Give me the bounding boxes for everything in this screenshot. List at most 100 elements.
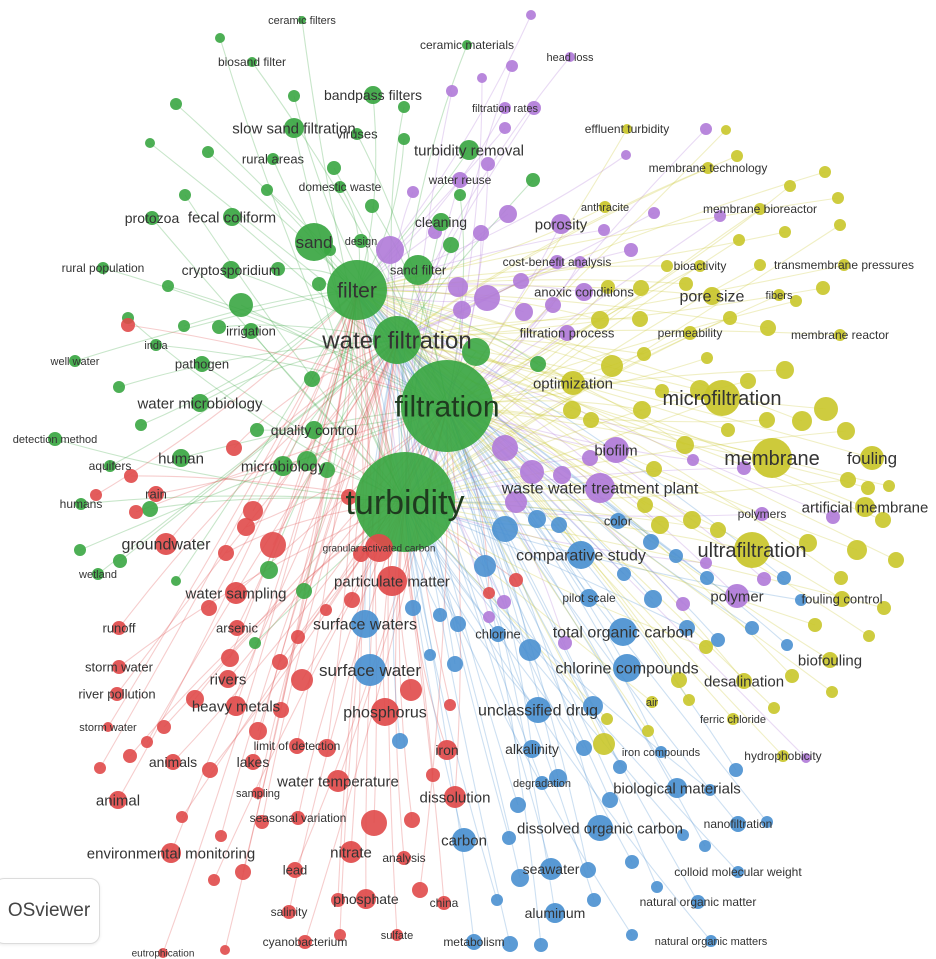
label-cost-benefit-analysis[interactable]: cost-benefit analysis [503,255,612,269]
purple-cluster-node[interactable] [737,461,751,475]
label-arsenic[interactable]: arsenic [216,621,258,636]
label-effluent-turbidity[interactable]: effluent turbidity [585,122,670,136]
label-ultrafiltration[interactable]: ultrafiltration [698,540,807,562]
node-limit-of-detection[interactable] [289,738,305,754]
label-membrane-technology[interactable]: membrane technology [649,161,768,175]
blue-cluster-node[interactable] [711,633,725,647]
node-india[interactable] [150,339,162,351]
label-unclassified-drug[interactable]: unclassified drug [478,703,598,720]
node-filtration-rates[interactable] [499,102,511,114]
label-eutrophication[interactable]: eutrophication [132,949,195,959]
label-dissolved-organic-carbon[interactable]: dissolved organic carbon [517,820,683,837]
yellow-cluster-node[interactable] [799,534,817,552]
green-cluster-node[interactable] [215,33,225,43]
green-cluster-node[interactable] [526,173,540,187]
green-cluster-node[interactable] [179,189,191,201]
node-filtration-process[interactable] [559,325,575,341]
node-microfiltration[interactable] [704,380,740,416]
label-polymer[interactable]: polymer [710,588,763,605]
node-artificial-membrane[interactable] [855,497,875,517]
node-sulfate[interactable] [391,929,403,941]
blue-cluster-node[interactable] [474,555,496,577]
node-viruses[interactable] [351,128,363,140]
node-porosity[interactable] [551,214,571,234]
purple-cluster-node[interactable] [526,10,536,20]
node-detection-method[interactable] [48,432,62,446]
label-environmental-monitoring[interactable]: environmental monitoring [87,845,255,862]
label-sampling[interactable]: sampling [236,788,280,800]
red-cluster-node[interactable] [221,649,239,667]
red-cluster-node[interactable] [176,811,188,823]
blue-cluster-node[interactable] [643,534,659,550]
red-cluster-node[interactable] [235,864,251,880]
green-cluster-node[interactable] [398,133,410,145]
node-anoxic-conditions[interactable] [575,283,593,301]
label-ceramic-filters[interactable]: ceramic filters [268,15,336,27]
yellow-cluster-node[interactable] [784,180,796,192]
label-waste-water-treatment-plant[interactable]: waste water treatment plant [501,481,699,498]
label-china[interactable]: china [430,896,459,910]
label-colloid-molecular-weight[interactable]: colloid molecular weight [674,865,802,879]
label-aluminum[interactable]: aluminum [525,905,586,921]
purple-cluster-node[interactable] [483,611,495,623]
label-limit-of-detection[interactable]: limit of detection [254,739,341,753]
purple-cluster-node[interactable] [473,225,489,241]
node-china[interactable] [437,896,451,910]
yellow-cluster-node[interactable] [637,347,651,361]
purple-cluster-node[interactable] [687,454,699,466]
label-permeability[interactable]: permeability [658,326,723,340]
node-waste-water-treatment-plant[interactable] [585,473,615,503]
node-salinity[interactable] [282,905,296,919]
label-human[interactable]: human [158,450,204,467]
node-colloid-molecular-weight[interactable] [732,866,744,878]
blue-cluster-node[interactable] [679,620,695,636]
yellow-cluster-node[interactable] [655,384,669,398]
blue-cluster-node[interactable] [617,567,631,581]
label-color[interactable]: color [604,514,633,529]
label-wetland[interactable]: wetland [78,569,117,581]
blue-cluster-node[interactable] [549,769,567,787]
node-water-microbiology[interactable] [191,394,209,412]
label-filter[interactable]: filter [337,279,377,302]
node-storm-water[interactable] [103,722,113,732]
yellow-cluster-node[interactable] [637,497,653,513]
label-cleaning[interactable]: cleaning [415,214,467,230]
purple-cluster-node[interactable] [407,186,419,198]
yellow-cluster-node[interactable] [888,552,904,568]
node-quality-control[interactable] [305,421,323,439]
purple-cluster-node[interactable] [499,122,511,134]
node-humans[interactable] [75,498,87,510]
label-hydrophobicity[interactable]: hydrophobicity [744,749,821,763]
node-filtration[interactable] [401,360,493,452]
red-cluster-node[interactable] [186,690,204,708]
label-well-water[interactable]: well water [50,356,100,368]
label-water-sampling[interactable]: water sampling [185,585,287,602]
label-natural-organic-matters[interactable]: natural organic matters [655,936,768,948]
yellow-cluster-node[interactable] [583,412,599,428]
label-slow-sand-filtration[interactable]: slow sand filtration [232,120,355,137]
purple-cluster-node[interactable] [446,85,458,97]
yellow-cluster-node[interactable] [601,355,623,377]
green-cluster-node[interactable] [296,583,312,599]
red-cluster-node[interactable] [400,679,422,701]
node-runoff[interactable] [112,621,126,635]
green-cluster-node[interactable] [135,419,147,431]
node-fouling-control[interactable] [834,591,850,607]
label-sulfate[interactable]: sulfate [381,930,413,942]
node-ceramic-materials[interactable] [462,40,472,50]
purple-cluster-node[interactable] [376,236,404,264]
yellow-cluster-node[interactable] [699,640,713,654]
yellow-cluster-node[interactable] [837,422,855,440]
green-cluster-node[interactable] [365,199,379,213]
yellow-cluster-node[interactable] [819,166,831,178]
green-cluster-node[interactable] [312,277,326,291]
purple-cluster-node[interactable] [477,73,487,83]
label-animals[interactable]: animals [149,754,197,770]
green-cluster-node[interactable] [142,501,158,517]
yellow-cluster-node[interactable] [832,192,844,204]
node-membrane-bioreactor[interactable] [754,203,766,215]
green-cluster-node[interactable] [454,189,466,201]
label-seasonal-variation[interactable]: seasonal variation [250,811,347,825]
label-microfiltration[interactable]: microfiltration [663,388,782,410]
yellow-cluster-node[interactable] [877,601,891,615]
